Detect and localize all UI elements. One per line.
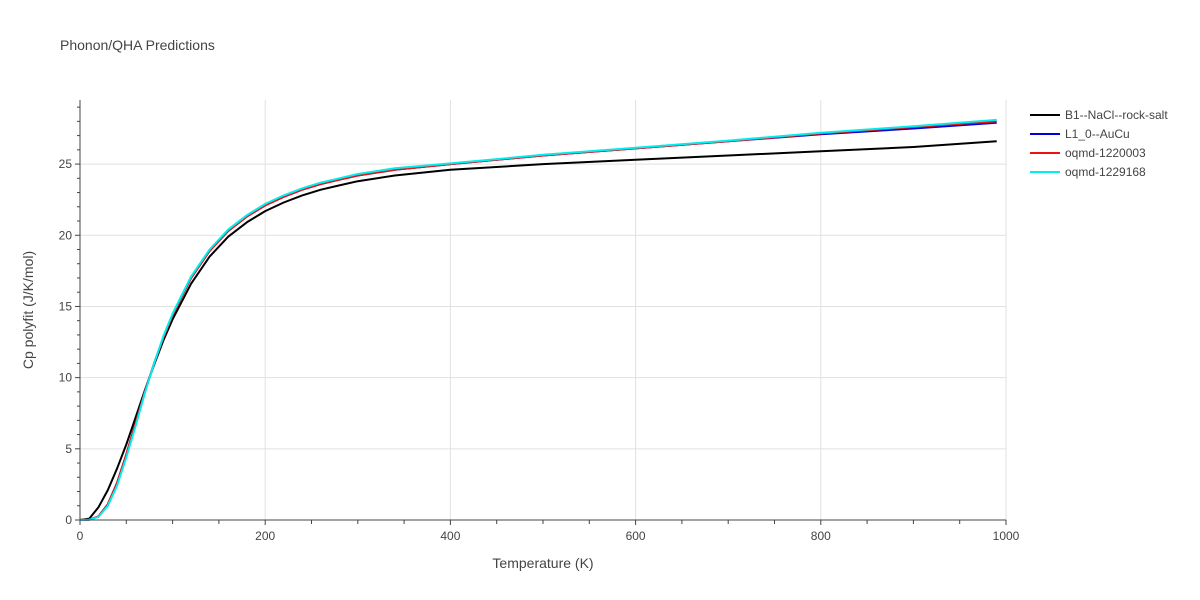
- x-tick-label: 800: [811, 529, 831, 543]
- x-tick-label: 400: [440, 529, 460, 543]
- x-axis-title: Temperature (K): [492, 555, 593, 571]
- y-tick-label: 0: [65, 513, 72, 527]
- series-group: [79, 118, 997, 521]
- legend-label: oqmd-1220003: [1065, 146, 1146, 160]
- y-tick-label: 20: [59, 228, 73, 242]
- series-line-3: [79, 118, 997, 521]
- x-tick-label: 0: [77, 529, 84, 543]
- legend-label: B1--NaCl--rock-salt: [1065, 108, 1168, 122]
- x-tick-label: 1000: [993, 529, 1020, 543]
- y-axis-title: Cp polyfit (J/K/mol): [20, 251, 36, 369]
- axes: 0 200 400 600 800 1000 0 5 10 15 20 25: [59, 100, 1020, 543]
- legend: B1--NaCl--rock-salt L1_0--AuCu oqmd-122000…: [1030, 108, 1168, 179]
- y-tick-label: 5: [65, 442, 72, 456]
- y-tick-label: 10: [59, 371, 73, 385]
- x-tick-label: 200: [255, 529, 275, 543]
- series-line-2: [79, 120, 997, 521]
- series-line-1: [79, 121, 997, 521]
- y-tick-label: 15: [59, 299, 73, 313]
- legend-label: oqmd-1229168: [1065, 165, 1146, 179]
- legend-label: L1_0--AuCu: [1065, 127, 1130, 141]
- chart-title: Phonon/QHA Predictions: [60, 37, 215, 53]
- grid: [80, 100, 1007, 520]
- y-tick-label: 25: [59, 157, 73, 171]
- series-line-0: [79, 140, 997, 521]
- x-tick-label: 600: [626, 529, 646, 543]
